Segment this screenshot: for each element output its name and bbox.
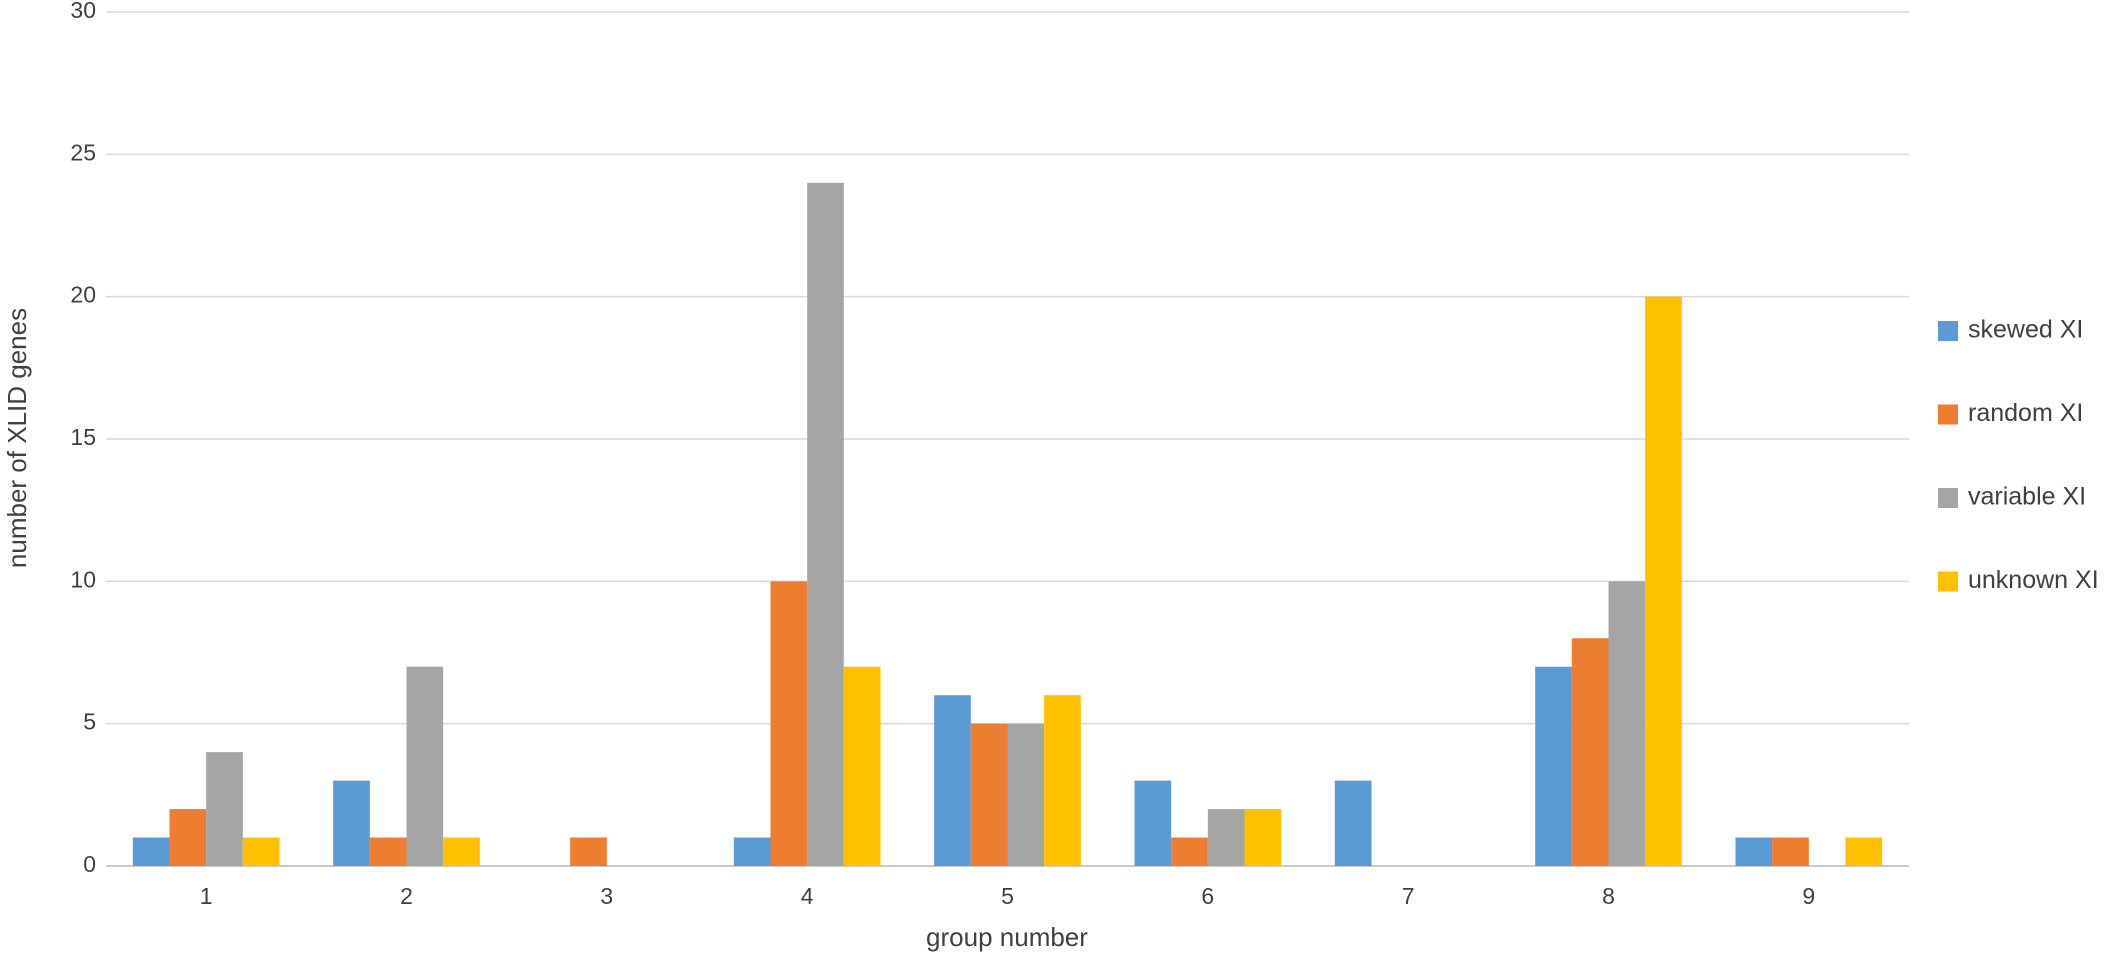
x-tick-label: 8 — [1602, 883, 1615, 909]
bar — [443, 837, 480, 866]
bar — [770, 581, 808, 866]
bar — [934, 695, 971, 866]
legend-label: variable XI — [1968, 483, 2086, 511]
bar — [1735, 837, 1773, 866]
x-tick-label: 2 — [400, 883, 413, 909]
y-tick-label: 20 — [70, 282, 96, 308]
x-tick-label: 3 — [600, 883, 613, 909]
y-tick-label: 10 — [70, 566, 96, 592]
x-tick-label: 1 — [200, 883, 213, 909]
x-tick-label: 5 — [1001, 883, 1014, 909]
bar — [242, 837, 280, 866]
x-tick-label: 9 — [1802, 883, 1815, 909]
bar — [206, 752, 243, 866]
x-tick-label: 7 — [1402, 883, 1415, 909]
bar — [1608, 581, 1646, 866]
bar — [1772, 837, 1809, 866]
bar — [1645, 296, 1682, 867]
bar — [132, 837, 170, 866]
legend-swatch — [1938, 404, 1958, 425]
legend-swatch — [1938, 321, 1958, 341]
bar — [1007, 723, 1045, 866]
bar — [1845, 837, 1883, 866]
legend-label: random XI — [1968, 399, 2083, 427]
bar — [570, 837, 607, 866]
bar — [970, 723, 1008, 866]
bar — [1571, 638, 1609, 866]
bar — [406, 666, 444, 866]
bar — [333, 780, 370, 866]
y-tick-label: 15 — [70, 424, 96, 450]
x-tick-label: 4 — [801, 883, 814, 909]
legend-swatch — [1938, 488, 1958, 508]
bar — [1334, 780, 1372, 866]
bar — [733, 837, 771, 866]
x-axis-label: group number — [926, 922, 1088, 952]
bar — [1535, 666, 1572, 866]
y-tick-label: 30 — [70, 0, 96, 23]
y-axis-label: number of XLID genes — [2, 308, 32, 568]
bar — [807, 182, 844, 867]
x-tick-label: 6 — [1201, 883, 1214, 909]
bar — [1207, 809, 1245, 866]
y-tick-label: 25 — [70, 139, 96, 165]
y-tick-label: 5 — [83, 709, 96, 735]
legend-swatch — [1938, 571, 1958, 592]
legend-label: unknown XI — [1968, 566, 2099, 594]
bar — [1044, 695, 1081, 866]
legend-label: skewed XI — [1968, 316, 2083, 344]
bar — [843, 666, 881, 866]
bar — [169, 809, 207, 866]
bar — [1134, 780, 1172, 866]
bar — [1244, 809, 1282, 866]
legend: skewed XI random XI variable XI unknown XI — [1938, 316, 2099, 594]
y-tick-label: 0 — [83, 851, 96, 877]
bar — [369, 837, 407, 866]
bar — [1171, 837, 1208, 866]
